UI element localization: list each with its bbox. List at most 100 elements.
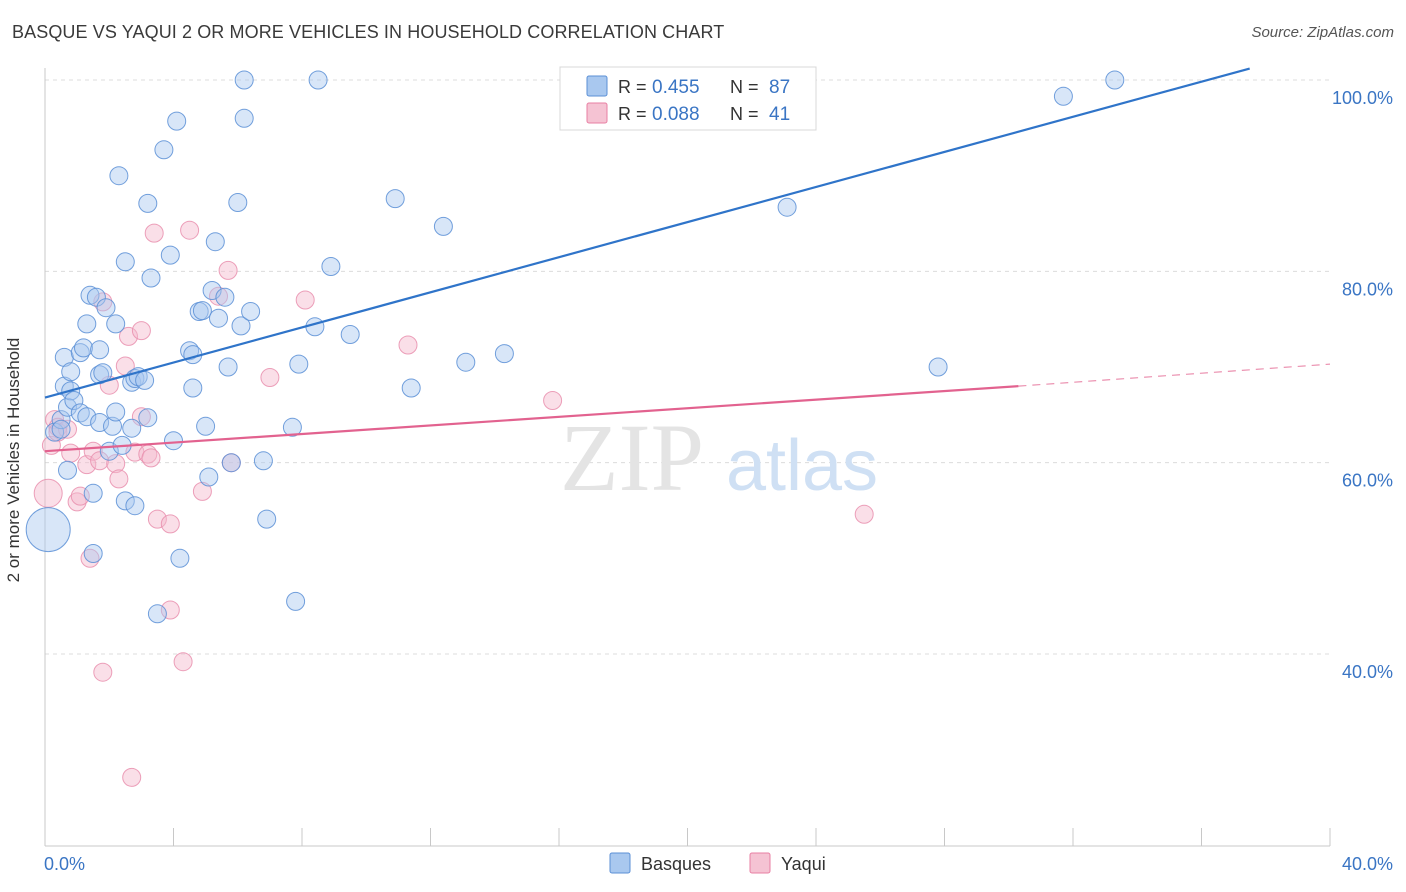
- basques-point: [103, 416, 122, 436]
- basques-point: [115, 491, 135, 511]
- basques-point: [109, 166, 129, 186]
- basques-point: [221, 453, 241, 473]
- basques-trendline: [44, 67, 1250, 399]
- legend-swatch-basques: [609, 852, 631, 874]
- yaqui-point: [180, 220, 200, 240]
- yaqui-point: [160, 514, 180, 534]
- yaqui-point: [119, 326, 138, 346]
- basques-point: [147, 604, 167, 624]
- basques-point: [96, 298, 116, 318]
- watermark-atlas: atlas: [726, 426, 878, 506]
- basques-point: [401, 378, 421, 398]
- basques-point: [61, 362, 81, 382]
- yaqui-point: [295, 290, 315, 310]
- basques-point: [141, 268, 161, 288]
- stats-n-value-basques: 87: [769, 77, 790, 98]
- basques-point: [234, 108, 254, 128]
- stats-legend-swatch-basques: [586, 75, 608, 97]
- basques-point: [106, 314, 126, 334]
- y-tick-label: 60.0%: [1342, 471, 1393, 491]
- basques-point: [228, 193, 248, 212]
- yaqui-point: [160, 600, 180, 620]
- basques-point: [209, 308, 228, 328]
- basques-point: [183, 378, 203, 398]
- yaqui-point: [90, 451, 110, 471]
- yaqui-point: [33, 478, 63, 508]
- series-legend: Basques Yaqui: [609, 852, 826, 874]
- basques-point: [928, 357, 948, 377]
- basques-point: [218, 357, 238, 377]
- basques-point: [54, 347, 74, 367]
- basques-point: [167, 111, 187, 131]
- x-tick-label: 0.0%: [44, 854, 85, 874]
- basques-point: [83, 544, 103, 563]
- yaqui-point: [131, 321, 151, 341]
- basques-point: [77, 314, 97, 334]
- watermark-zip: ZIP: [560, 404, 704, 511]
- basques-point: [289, 354, 309, 374]
- stats-legend-swatch-yaqui: [586, 102, 608, 124]
- yaqui-point: [61, 443, 81, 463]
- legend-label-yaqui: Yaqui: [781, 854, 826, 874]
- chart-title: BASQUE VS YAQUI 2 OR MORE VEHICLES IN HO…: [12, 22, 725, 42]
- basques-point: [77, 407, 97, 427]
- yaqui-point: [106, 454, 126, 474]
- basques-point: [138, 408, 158, 428]
- stats-legend: R = 0.455 N = 87 R = 0.088 N = 41: [559, 66, 817, 131]
- basques-point: [494, 344, 514, 364]
- yaqui-point: [67, 492, 87, 512]
- x-tick-label: 40.0%: [1342, 854, 1393, 874]
- yaqui-point: [141, 448, 161, 468]
- stats-r-label-basques: R =: [618, 77, 647, 97]
- basques-point: [777, 197, 797, 217]
- basques-point: [305, 317, 325, 337]
- yaqui-point: [398, 335, 418, 355]
- basques-point: [90, 340, 110, 360]
- basques-point: [205, 232, 225, 252]
- y-tick-label: 80.0%: [1342, 279, 1393, 299]
- basques-point: [253, 451, 273, 471]
- basques-point: [385, 189, 405, 209]
- basques-point: [308, 70, 328, 90]
- yaqui-point: [543, 391, 563, 410]
- yaqui-trendline-extension: [1018, 363, 1331, 387]
- stats-r-label-yaqui: R =: [618, 104, 647, 124]
- basques-point: [25, 507, 71, 553]
- stats-r-value-yaqui: 0.088: [652, 104, 700, 125]
- basques-point: [58, 460, 77, 480]
- basques-point: [154, 140, 174, 160]
- basques-point: [86, 287, 106, 307]
- basques-point: [90, 413, 110, 432]
- basques-point: [51, 410, 71, 430]
- basques-point: [164, 431, 183, 451]
- basques-point: [192, 301, 212, 321]
- yaqui-point: [173, 652, 193, 672]
- y-tick-labels: 40.0% 60.0% 80.0% 100.0%: [1332, 88, 1393, 682]
- basques-point: [234, 70, 254, 90]
- basques-point: [115, 252, 135, 272]
- y-tick-label: 100.0%: [1332, 88, 1393, 108]
- yaqui-point: [147, 509, 167, 529]
- yaqui-point: [192, 481, 212, 501]
- stats-r-value-basques: 0.455: [652, 77, 700, 98]
- basques-point: [160, 245, 180, 265]
- basques-point: [215, 287, 235, 307]
- basques-point: [180, 341, 200, 361]
- yaqui-trendline: [44, 385, 1019, 453]
- watermark: ZIP atlas: [560, 404, 878, 511]
- basques-point: [340, 325, 360, 344]
- basques-point: [106, 402, 126, 422]
- basques-point: [64, 391, 84, 410]
- yaqui-point: [93, 662, 113, 682]
- basques-point: [286, 591, 306, 611]
- basques-point: [433, 216, 453, 236]
- basques-point: [135, 370, 155, 390]
- stats-n-label-yaqui: N =: [730, 104, 759, 124]
- yaqui-points: [33, 220, 874, 787]
- basques-point: [257, 509, 277, 529]
- axes: [44, 68, 1331, 847]
- basques-point: [80, 285, 100, 305]
- x-tick-labels: 0.0% 40.0%: [44, 854, 1393, 874]
- basques-point: [51, 419, 71, 439]
- basques-point: [199, 467, 219, 487]
